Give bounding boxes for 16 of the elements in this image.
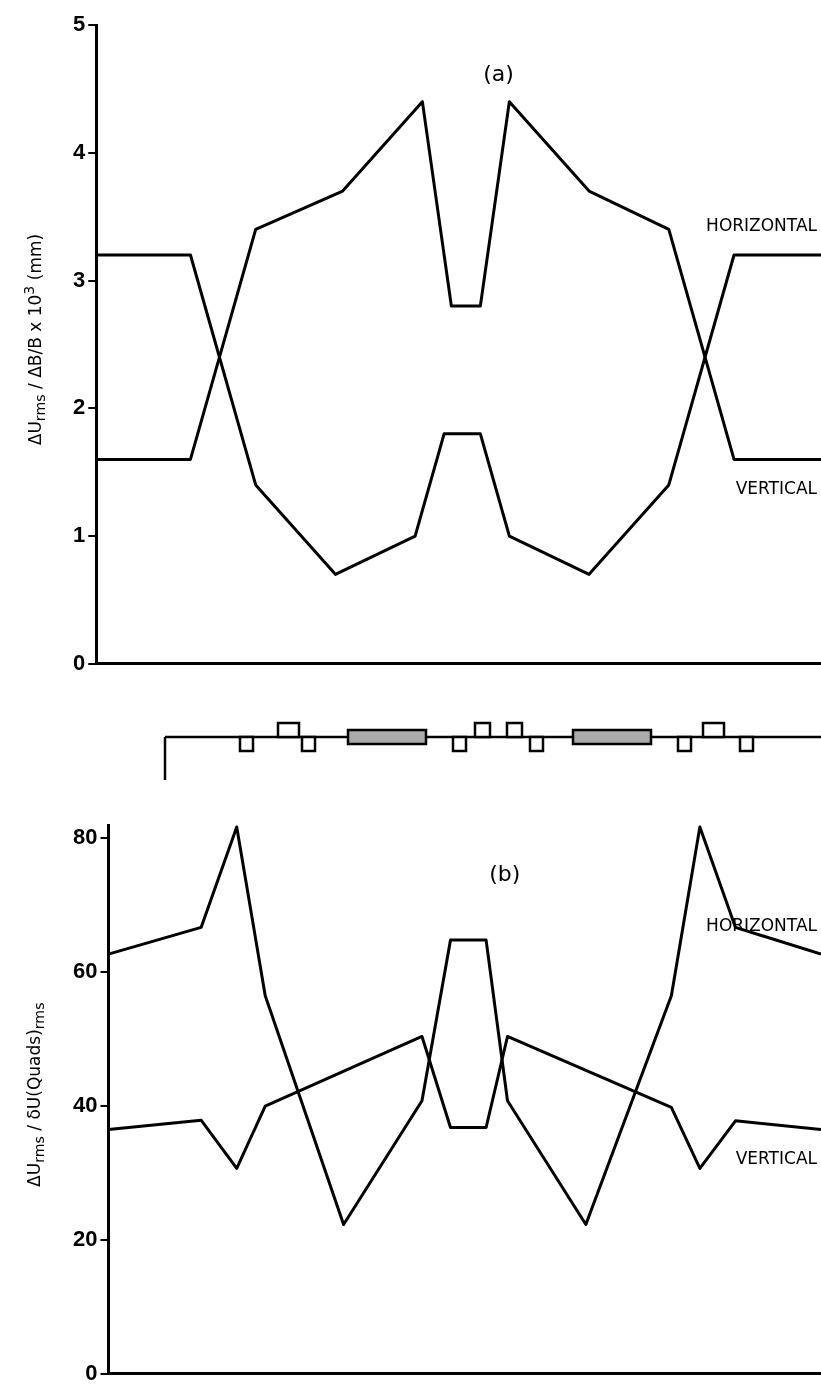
y-tick-label: 4 <box>72 138 86 164</box>
y-tick-label: 20 <box>72 1226 98 1252</box>
y-tick-label: 3 <box>72 266 86 292</box>
annotation: (a) <box>483 60 514 86</box>
series-label: VERTICAL <box>735 1147 818 1168</box>
y-tick-label: 2 <box>72 394 86 420</box>
y-tick-label: 1 <box>72 522 86 548</box>
y-tick-label: 60 <box>72 958 98 984</box>
y-tick-label: 80 <box>72 824 98 850</box>
y-tick-label: 5 <box>72 11 86 37</box>
y-tick-label: 0 <box>72 649 86 675</box>
annotation: (b) <box>489 860 521 886</box>
series-label: VERTICAL <box>735 477 818 498</box>
series-label: HORIZONTAL <box>706 215 818 236</box>
y-tick-label: 0 <box>85 1359 98 1385</box>
y-tick-label: 40 <box>72 1092 98 1118</box>
